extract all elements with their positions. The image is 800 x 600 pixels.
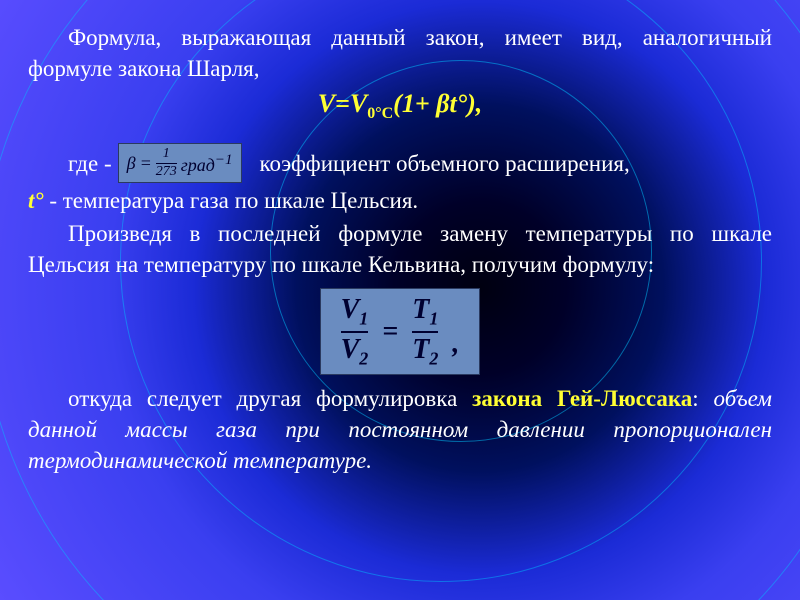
formula-charles-analog: V=V0°C(1+ βt°),: [28, 86, 772, 125]
beta-den: 273: [156, 165, 177, 180]
formula-sub-0C: 0°C: [367, 105, 393, 122]
formula-eq: =: [382, 313, 398, 351]
beta-unit: град−1: [181, 153, 233, 174]
fraction-V: V1 V2: [341, 295, 369, 368]
t-symbol: t°: [28, 188, 44, 213]
fraction-T: T1 T2: [412, 295, 438, 368]
content-area: Формула, выражающая данный закон, имеет …: [28, 22, 772, 477]
conclusion-lead: откуда следует другая формулировка: [68, 386, 472, 411]
formula-var-V0: V: [350, 89, 367, 118]
paragraph-substitution: Произведя в последней формуле замену тем…: [28, 218, 772, 280]
beta-definition-row: где - β = 1 273 град−1 коэффициент объем…: [28, 143, 772, 183]
beta-eq: =: [140, 154, 152, 172]
paragraph-conclusion: откуда следует другая формулировка закон…: [28, 383, 772, 476]
beta-box: β = 1 273 град−1: [118, 143, 242, 183]
gay-lussac-formula: V1 V2 = T1 T2 ,: [320, 288, 481, 375]
paragraph-intro: Формула, выражающая данный закон, имеет …: [28, 22, 772, 84]
beta-symbol: β: [127, 154, 136, 172]
beta-fraction: 1 273: [156, 147, 177, 179]
t-description: - температура газа по шкале Цельсия.: [44, 188, 419, 213]
formula-eq: =: [335, 89, 350, 118]
beta-num: 1: [163, 147, 170, 162]
formula-beta: β: [436, 89, 449, 118]
formula-comma: ,: [452, 325, 459, 363]
big-formula-wrap: V1 V2 = T1 T2 ,: [28, 288, 772, 375]
formula-open: (1+: [393, 89, 436, 118]
fraction-bar: [412, 331, 438, 333]
fraction-bar: [341, 331, 369, 333]
formula-var-V: V: [318, 89, 335, 118]
conclusion-colon: :: [692, 386, 713, 411]
formula-t: t°: [449, 89, 467, 118]
formula-close: ),: [467, 89, 482, 118]
beta-lead: где -: [68, 148, 112, 179]
slide: Формула, выражающая данный закон, имеет …: [0, 0, 800, 600]
law-name: закона Гей-Люссака: [472, 386, 692, 411]
beta-tail: коэффициент объемного расширения,: [260, 148, 630, 179]
paragraph-temp-def: t° - температура газа по шкале Цельсия.: [28, 185, 772, 216]
